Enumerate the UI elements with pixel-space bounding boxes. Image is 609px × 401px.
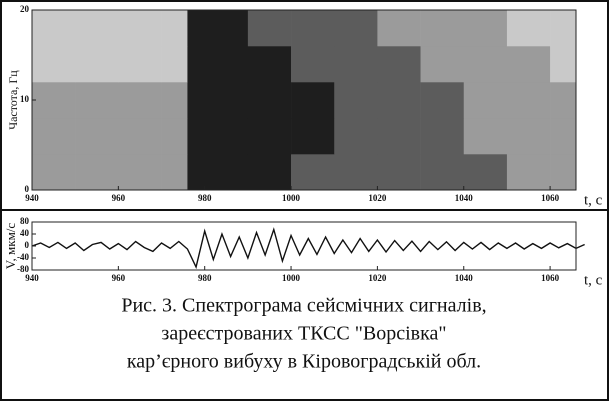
heatmap-cell [248,10,291,46]
caption-line: Рис. 3. Спектрограма сейсмічних сигналів… [121,295,486,317]
heatmap-cell [187,82,248,118]
heatmap-cell [334,154,377,190]
heatmap-cell [118,10,161,46]
heatmap-cell [334,82,377,118]
figure: Рис. 3. Спектрограма сейсмічних сигналів… [0,0,609,401]
y-tick-label: 40 [20,228,30,238]
heatmap-cell [187,118,248,154]
y-tick-label: 80 [20,216,30,226]
heatmap-cell [550,46,576,82]
heatmap-cell [118,82,161,118]
heatmap-cell [75,154,118,190]
caption-line: кар’єрного вибуху в Кіровоградській обл. [127,351,481,373]
heatmap-cell [464,118,507,154]
heatmap-cell [162,46,188,82]
heatmap-cell [377,82,420,118]
x-tick-label: 980 [198,273,212,283]
x-axis-label: t, c [584,192,603,208]
heatmap-cell [162,82,188,118]
heatmap-cell [507,118,550,154]
heatmap-cell [421,82,464,118]
x-tick-label: 1040 [455,193,474,203]
heatmap-cell [32,82,75,118]
heatmap-cell [118,154,161,190]
x-tick-label: 1020 [368,193,387,203]
x-tick-label: 960 [112,193,126,203]
y-tick-label: 0 [25,184,30,194]
heatmap-cell [75,10,118,46]
heatmap-cell [550,82,576,118]
x-tick-label: 940 [25,273,39,283]
heatmap-cell [32,10,75,46]
heatmap-cell [377,118,420,154]
y-axis-label: V, мкм/с [3,223,18,270]
heatmap-cell [187,154,248,190]
x-tick-label: 980 [198,193,212,203]
x-tick-label: 1040 [455,273,474,283]
heatmap-cell [291,118,334,154]
heatmap-cell [187,10,248,46]
heatmap-cell [291,46,334,82]
y-tick-label: -40 [17,252,29,262]
heatmap-cell [162,154,188,190]
heatmap-cell [464,82,507,118]
x-tick-label: 940 [25,193,39,203]
heatmap-cell [75,118,118,154]
heatmap-cell [187,46,248,82]
heatmap-cell [507,46,550,82]
heatmap-cell [75,82,118,118]
heatmap-cell [464,10,507,46]
heatmap-cell [32,154,75,190]
heatmap-cell [507,154,550,190]
x-tick-label: 1000 [282,273,301,283]
heatmap-cell [421,10,464,46]
heatmap-cell [334,118,377,154]
heatmap-cell [464,46,507,82]
y-tick-label: 10 [20,94,30,104]
heatmap-cell [291,10,334,46]
heatmap-cell [291,154,334,190]
heatmap-cell [118,46,161,82]
x-tick-label: 1060 [541,273,560,283]
heatmap-cell [507,82,550,118]
x-axis-label: t, c [584,272,603,288]
heatmap-cell [162,10,188,46]
heatmap-cell [507,10,550,46]
heatmap-cell [32,46,75,82]
heatmap-cell [377,10,420,46]
caption-line: зареєстрованих ТКСС "Ворсівка" [161,323,446,345]
x-tick-label: 1020 [368,273,387,283]
heatmap-cell [550,118,576,154]
heatmap-cell [464,154,507,190]
y-tick-label: -80 [17,264,29,274]
heatmap-cell [421,46,464,82]
heatmap-cell [334,10,377,46]
heatmap-cell [421,154,464,190]
heatmap-cell [334,46,377,82]
heatmap-cell [118,118,161,154]
x-tick-label: 960 [112,273,126,283]
heatmap-cell [248,82,291,118]
heatmap-cell [248,118,291,154]
heatmap-cell [32,118,75,154]
heatmap-cell [550,10,576,46]
heatmap-cell [377,46,420,82]
y-axis-label: Частота, Гц [6,70,20,130]
x-tick-label: 1000 [282,193,301,203]
heatmap-cell [162,118,188,154]
heatmap-cell [75,46,118,82]
y-tick-label: 0 [25,240,30,250]
heatmap-cell [248,154,291,190]
heatmap-cell [248,46,291,82]
heatmap-cell [377,154,420,190]
heatmap-cell [291,82,334,118]
y-tick-label: 20 [20,4,30,14]
heatmap-cell [421,118,464,154]
x-tick-label: 1060 [541,193,560,203]
heatmap-cell [550,154,576,190]
